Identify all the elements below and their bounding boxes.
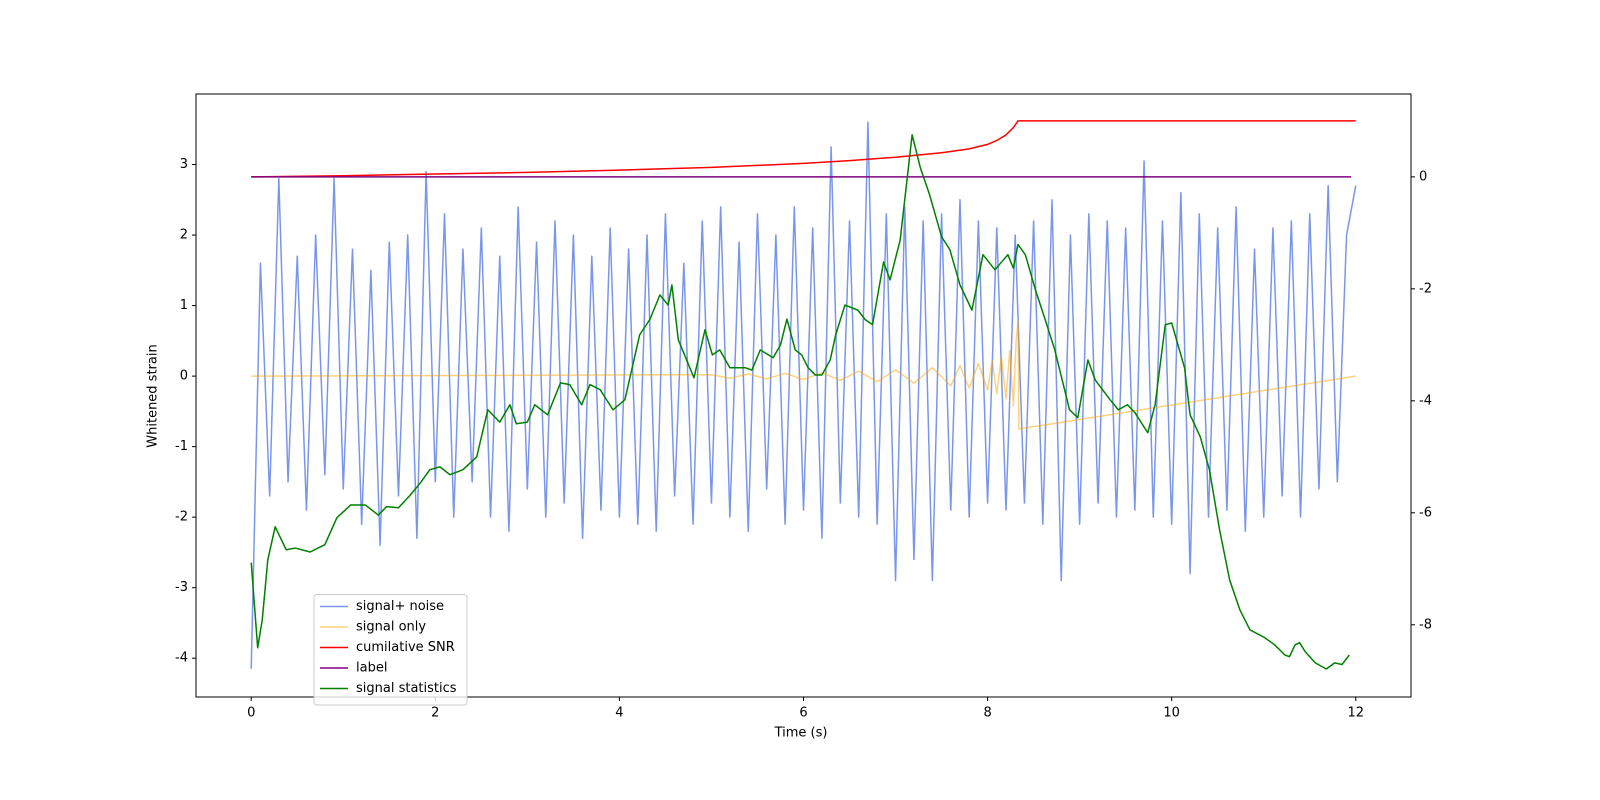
y2-tick-label: -4 [1419, 393, 1432, 408]
series-line [251, 320, 1356, 430]
x-tick-label: 10 [1163, 706, 1180, 721]
x-tick-label: 12 [1347, 706, 1364, 721]
y-tick-label: -3 [175, 580, 188, 595]
y-tick-label: 3 [180, 157, 188, 172]
x-axis-label: Time (s) [774, 726, 828, 741]
legend: signal+ noise signal only cumilative SNR la… [313, 594, 468, 706]
series-line [250, 121, 1357, 669]
y-tick-label: -4 [175, 651, 188, 666]
series-line [251, 120, 1356, 178]
x-tick-label: 4 [615, 706, 623, 721]
x-tick-label: 0 [247, 706, 255, 721]
y-tick-label: -1 [175, 439, 188, 454]
series-line [250, 134, 1350, 670]
legend-label: signal+ noise [356, 599, 444, 614]
y2-tick-label: -8 [1419, 617, 1432, 632]
legend-label: label [356, 661, 387, 676]
y-tick-label: 1 [180, 298, 188, 313]
y2-tick-label: -2 [1419, 281, 1432, 296]
x-tick-label: 6 [799, 706, 807, 721]
y2-tick-label: 0 [1419, 169, 1427, 184]
legend-box [313, 594, 468, 706]
y2-tick-label: -6 [1419, 505, 1432, 520]
legend-label: signal only [356, 620, 426, 635]
y-tick-label: -2 [175, 510, 188, 525]
y-tick-label: 0 [180, 369, 188, 384]
legend-label: signal statistics [356, 681, 457, 696]
x-tick-label: 2 [431, 706, 439, 721]
plot-area [250, 120, 1357, 670]
legend-label: cumilative SNR [356, 640, 455, 655]
x-tick-label: 8 [983, 706, 991, 721]
y-axis-label: Whitened strain [146, 344, 161, 447]
y-tick-label: 2 [180, 228, 188, 243]
